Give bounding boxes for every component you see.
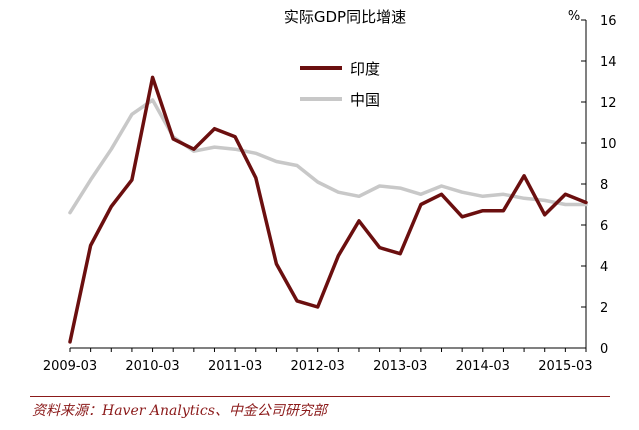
x-tick-label: 2015-03 xyxy=(538,359,592,374)
y-tick-label: 16 xyxy=(600,14,617,29)
y-tick-label: 6 xyxy=(600,219,608,234)
y-tick-label: 8 xyxy=(600,178,608,193)
series-line-india xyxy=(68,75,588,344)
x-tick-label: 2011-03 xyxy=(208,359,262,374)
x-tick-label: 2009-03 xyxy=(43,359,97,374)
x-axis-ticks: 2009-03 2010-03 2011-03 2012-03 2013-03 2014-… xyxy=(43,348,593,374)
x-tick-label: 2012-03 xyxy=(291,359,345,374)
source-note: 资料来源：Haver Analytics、中金公司研究部 xyxy=(32,403,327,419)
legend-label: 中国 xyxy=(350,91,380,109)
series-lines xyxy=(68,75,588,344)
series-line-china xyxy=(68,98,588,215)
y-axis-unit: % xyxy=(568,9,580,24)
source-divider xyxy=(30,396,610,397)
x-tick-label: 2010-03 xyxy=(125,359,179,374)
y-tick-label: 14 xyxy=(600,55,617,70)
x-tick-label: 2013-03 xyxy=(373,359,427,374)
y-axis-ticks: 0 2 4 6 8 10 12 14 16 xyxy=(581,14,617,357)
y-tick-label: 0 xyxy=(600,342,608,357)
gdp-growth-chart: 实际GDP同比增速 % 0 2 4 6 8 10 12 14 16 2009-03 2010-03… xyxy=(43,8,617,374)
y-tick-label: 2 xyxy=(600,301,608,316)
y-tick-label: 4 xyxy=(600,260,608,275)
y-tick-label: 12 xyxy=(600,96,617,111)
legend-label: 印度 xyxy=(350,60,380,78)
chart-title: 实际GDP同比增速 xyxy=(284,8,406,26)
y-tick-label: 10 xyxy=(600,137,617,152)
x-tick-label: 2014-03 xyxy=(456,359,510,374)
